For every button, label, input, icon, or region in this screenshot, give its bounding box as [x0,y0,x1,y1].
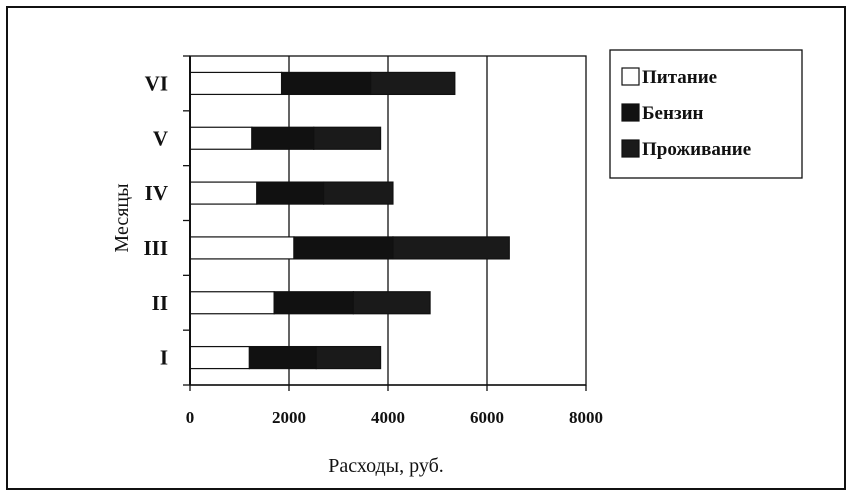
bar-segment [392,236,510,260]
x-tick-label: 8000 [569,408,603,427]
legend-label: Проживание [642,139,751,160]
y-tick-label: VI [145,71,168,95]
bar-segment [313,126,382,150]
bar-segment [323,181,394,205]
legend-swatch [621,103,640,122]
x-tick-labels: 0 2000 4000 6000 8000 [186,385,603,427]
bar-segment [248,345,317,370]
bar-segment [189,71,283,96]
bar-segment [189,291,275,315]
bar-segment [189,181,258,205]
x-tick-label: 6000 [470,408,504,427]
x-tick-label: 4000 [371,408,405,427]
x-tick-label: 0 [186,408,195,427]
x-axis-title: Расходы, руб. [328,455,444,477]
x-tick-label: 2000 [272,408,306,427]
y-tick-label: V [153,126,168,150]
y-tick-label: II [152,291,168,315]
bar-segment [189,236,295,260]
y-tick-label: IV [145,181,168,205]
bars [189,71,510,370]
bar-segment [273,291,354,315]
bar-segment [280,71,372,96]
bar-segment [293,236,394,260]
bar-segment [256,181,325,205]
bar-segment [315,345,382,370]
gridlines [288,56,488,385]
bar-segment [251,126,315,150]
legend: Питание Бензин Проживание [609,49,803,179]
y-axis-title: Месяцы [111,183,133,252]
legend-label: Питание [642,67,717,88]
y-tick-label: III [143,236,168,260]
bar-segment [370,71,456,96]
bar-segment [352,291,431,315]
bar-segment [189,126,253,150]
y-tick-label: I [160,346,168,370]
bar-segment [189,345,251,370]
legend-box [609,49,803,179]
legend-label: Бензин [642,103,704,124]
legend-swatch [621,67,640,86]
legend-swatch [621,139,640,158]
